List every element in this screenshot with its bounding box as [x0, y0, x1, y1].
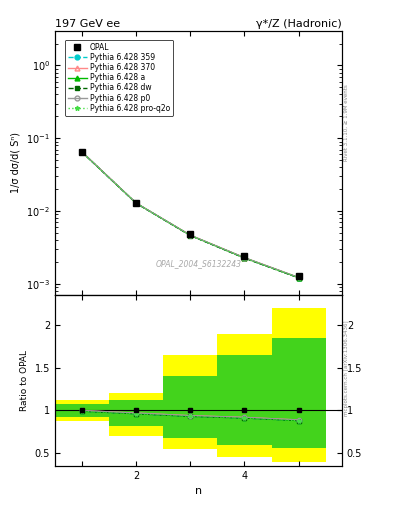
Text: Rivet 3.1.10, ≥ 1.9M events: Rivet 3.1.10, ≥ 1.9M events [344, 84, 349, 161]
Text: γ*/Z (Hadronic): γ*/Z (Hadronic) [256, 18, 342, 29]
Y-axis label: Ratio to OPAL: Ratio to OPAL [20, 350, 29, 411]
Text: OPAL_2004_S6132243: OPAL_2004_S6132243 [156, 259, 241, 268]
X-axis label: n: n [195, 486, 202, 496]
Legend: OPAL, Pythia 6.428 359, Pythia 6.428 370, Pythia 6.428 a, Pythia 6.428 dw, Pythi: OPAL, Pythia 6.428 359, Pythia 6.428 370… [64, 40, 173, 116]
Text: mcplots.cern.ch [arXiv:1306.3436]: mcplots.cern.ch [arXiv:1306.3436] [344, 321, 349, 416]
Y-axis label: 1/σ dσ/d( Sⁿ): 1/σ dσ/d( Sⁿ) [11, 133, 20, 194]
Text: 197 GeV ee: 197 GeV ee [55, 18, 120, 29]
